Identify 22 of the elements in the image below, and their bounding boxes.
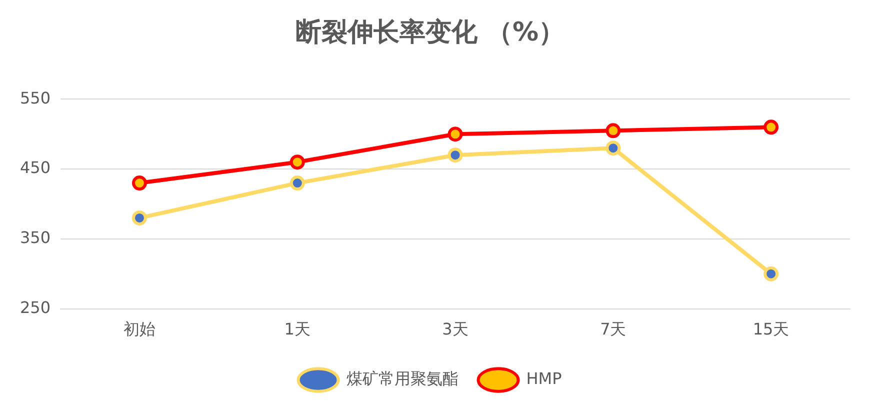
y-tick-label: 250 bbox=[20, 298, 51, 317]
point bbox=[448, 126, 463, 142]
point bbox=[290, 176, 305, 191]
y-tick-label: 450 bbox=[20, 158, 51, 178]
x-tick-label: 3天 bbox=[442, 320, 468, 339]
legend-label: 煤矿常用聚氨酯 bbox=[346, 369, 458, 388]
point bbox=[448, 148, 463, 163]
chart-title: 断裂伸长率变化 （%） bbox=[295, 17, 565, 48]
legend-label: HMP bbox=[526, 369, 562, 388]
x-tick-label: 15天 bbox=[752, 320, 790, 339]
x-tick-label: 1天 bbox=[284, 320, 310, 339]
point bbox=[606, 140, 621, 156]
point bbox=[290, 154, 305, 170]
x-tick-label: 初始 bbox=[123, 320, 156, 339]
y-tick-label: 350 bbox=[20, 228, 51, 248]
point bbox=[764, 266, 779, 282]
point bbox=[132, 176, 147, 191]
point bbox=[132, 210, 147, 226]
y-tick-label: 550 bbox=[20, 88, 51, 108]
point bbox=[606, 123, 621, 138]
point bbox=[764, 120, 779, 135]
x-tick-label: 7天 bbox=[600, 320, 626, 339]
